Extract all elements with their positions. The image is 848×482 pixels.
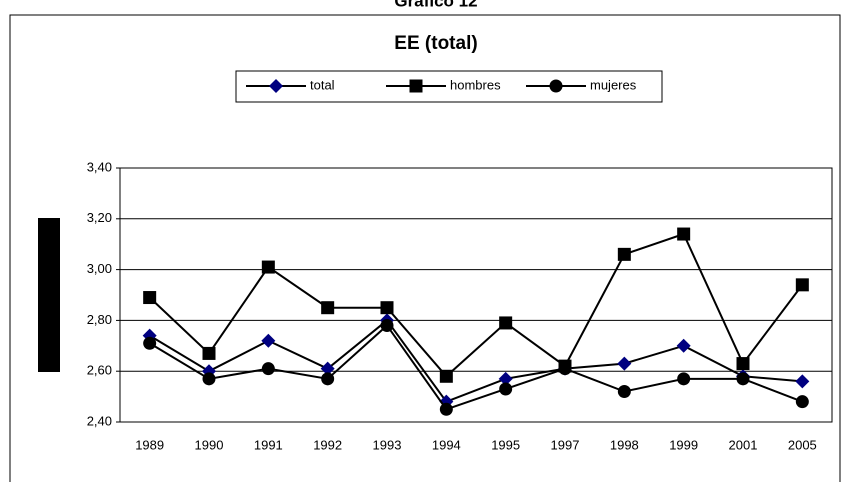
chart-title: EE (total) bbox=[394, 33, 477, 54]
marker bbox=[795, 278, 809, 292]
x-tick-label: 1997 bbox=[551, 437, 580, 452]
marker bbox=[499, 316, 513, 330]
series-line bbox=[149, 318, 803, 403]
marker bbox=[677, 372, 691, 386]
marker bbox=[380, 318, 394, 332]
marker bbox=[143, 336, 157, 350]
x-tick-label: 1989 bbox=[135, 437, 164, 452]
x-tick-label: 1994 bbox=[432, 437, 461, 452]
marker bbox=[380, 301, 394, 315]
marker bbox=[677, 227, 691, 241]
marker bbox=[143, 291, 157, 305]
marker bbox=[795, 374, 810, 389]
marker bbox=[558, 362, 572, 376]
marker bbox=[795, 395, 809, 409]
marker bbox=[676, 338, 691, 353]
y-tick-label: 2,60 bbox=[87, 363, 112, 378]
marker bbox=[202, 346, 216, 360]
legend-marker bbox=[269, 79, 283, 93]
marker bbox=[617, 385, 631, 399]
x-tick-label: 1990 bbox=[195, 437, 224, 452]
marker bbox=[261, 333, 276, 348]
x-tick-label: 1991 bbox=[254, 437, 283, 452]
x-tick-label: 1992 bbox=[313, 437, 342, 452]
series-line bbox=[149, 323, 803, 411]
marker bbox=[439, 369, 453, 383]
marker bbox=[617, 356, 632, 371]
side-bar bbox=[38, 218, 60, 372]
plot-area bbox=[119, 167, 833, 423]
marker bbox=[202, 372, 216, 386]
y-tick-label: 3,20 bbox=[87, 210, 112, 225]
legend-box bbox=[235, 70, 663, 103]
chart-frame bbox=[9, 14, 841, 482]
marker bbox=[617, 247, 631, 261]
y-tick-label: 2,80 bbox=[87, 312, 112, 327]
legend-label: hombres bbox=[450, 77, 501, 92]
legend-marker bbox=[549, 79, 563, 93]
marker bbox=[736, 357, 750, 371]
x-tick-label: 2001 bbox=[729, 437, 758, 452]
marker bbox=[499, 382, 513, 396]
marker bbox=[321, 301, 335, 315]
marker bbox=[439, 402, 453, 416]
x-tick-label: 1993 bbox=[373, 437, 402, 452]
y-tick-label: 2,40 bbox=[87, 413, 112, 428]
x-tick-label: 1998 bbox=[610, 437, 639, 452]
marker bbox=[498, 371, 513, 386]
y-tick-label: 3,40 bbox=[87, 159, 112, 174]
x-tick-label: 1995 bbox=[491, 437, 520, 452]
marker bbox=[320, 361, 335, 376]
legend-label: total bbox=[310, 77, 335, 92]
chart-header: Gráfico 12 bbox=[394, 0, 477, 10]
series-line bbox=[148, 232, 804, 378]
legend-marker bbox=[409, 79, 423, 93]
x-tick-label: 2005 bbox=[788, 437, 817, 452]
y-tick-label: 3,00 bbox=[87, 261, 112, 276]
marker bbox=[736, 372, 750, 386]
marker bbox=[261, 362, 275, 376]
marker bbox=[321, 372, 335, 386]
legend-label: mujeres bbox=[590, 77, 637, 92]
x-tick-label: 1999 bbox=[669, 437, 698, 452]
marker bbox=[261, 260, 275, 274]
